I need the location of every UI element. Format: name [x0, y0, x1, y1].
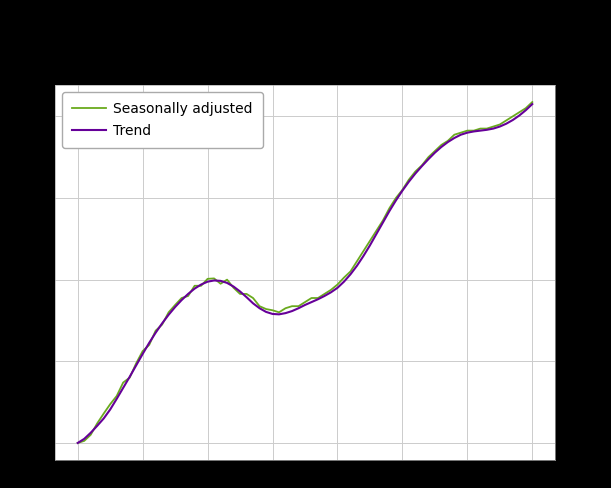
Trend [87, 430, 94, 436]
Trend [243, 294, 251, 300]
Seasonally adjusted [243, 291, 251, 297]
Trend [74, 440, 81, 446]
Seasonally adjusted [295, 303, 302, 309]
Line: Seasonally adjusted: Seasonally adjusted [78, 102, 532, 443]
Seasonally adjusted [529, 99, 536, 105]
Seasonally adjusted [87, 432, 94, 438]
Seasonally adjusted [503, 118, 510, 123]
Line: Trend: Trend [78, 104, 532, 443]
Legend: Seasonally adjusted, Trend: Seasonally adjusted, Trend [62, 92, 263, 148]
Trend [529, 101, 536, 107]
Seasonally adjusted [204, 276, 211, 282]
Seasonally adjusted [347, 268, 354, 274]
Trend [503, 121, 510, 126]
Trend [204, 279, 211, 285]
Trend [295, 305, 302, 311]
Trend [347, 271, 354, 277]
Seasonally adjusted [74, 440, 81, 446]
